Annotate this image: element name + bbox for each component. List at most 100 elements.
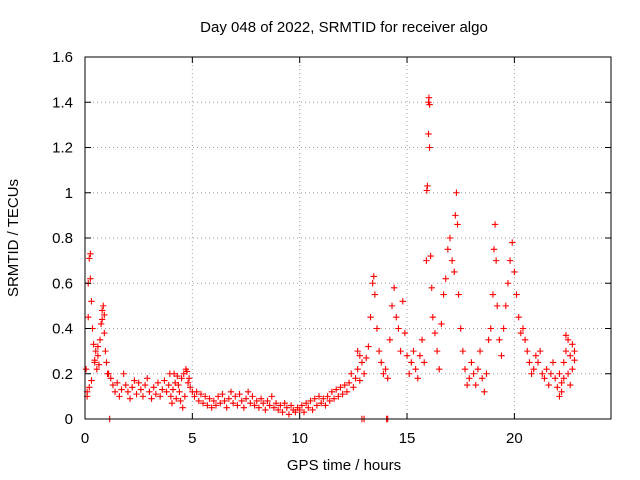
data-point (298, 402, 306, 409)
data-point (452, 212, 459, 219)
data-point (384, 375, 391, 382)
data-point (504, 280, 512, 287)
data-point (425, 94, 433, 101)
data-point (86, 255, 93, 262)
data-point (302, 399, 310, 407)
data-point (457, 325, 464, 332)
data-point (511, 268, 518, 276)
data-point (412, 366, 419, 373)
data-point (459, 347, 467, 355)
data-point (253, 397, 260, 405)
data-point (95, 361, 103, 368)
x-tick-label: 0 (81, 430, 89, 447)
data-point (541, 375, 548, 382)
data-point (426, 144, 433, 151)
data-point (139, 393, 147, 400)
data-point (154, 379, 162, 386)
chart-title: Day 048 of 2022, SRMTID for receiver alg… (200, 19, 488, 36)
data-point (414, 375, 421, 382)
data-point (428, 284, 435, 291)
data-point (373, 325, 381, 332)
data-point (324, 393, 331, 400)
data-point (427, 252, 434, 260)
data-point (494, 302, 501, 310)
data-point (171, 379, 179, 386)
data-point (98, 316, 106, 323)
y-axis-label: SRMTID / TECUs (5, 179, 22, 297)
data-point (424, 182, 431, 190)
data-point (270, 404, 278, 411)
data-point (399, 298, 406, 305)
data-point (259, 399, 267, 407)
data-point (442, 275, 449, 282)
data-point (332, 386, 340, 393)
data-point (454, 221, 461, 228)
data-point (150, 384, 157, 391)
data-point (401, 329, 409, 337)
data-point (94, 352, 102, 359)
data-point (395, 325, 402, 332)
data-point (210, 397, 218, 405)
data-point (309, 406, 316, 414)
data-point (418, 336, 426, 344)
data-point (348, 370, 355, 377)
data-point (543, 366, 550, 373)
data-point (539, 370, 546, 377)
data-point (352, 375, 359, 382)
data-point (275, 406, 282, 414)
data-point (425, 130, 432, 138)
data-point (491, 221, 499, 228)
data-point (375, 347, 383, 355)
y-tick-label: 0.8 (52, 230, 73, 247)
data-point (350, 384, 357, 391)
data-point (285, 411, 293, 418)
data-point (472, 381, 479, 389)
tick-labels: 0 5 10 15 20 0 0.2 0.4 0.6 0.8 1 1.2 1.4 1.6 (52, 49, 523, 447)
data-point (483, 370, 490, 377)
y-tick-label: 0.6 (52, 275, 73, 292)
data-point (167, 393, 175, 400)
data-point (287, 402, 295, 409)
data-point (179, 404, 186, 411)
y-tick-label: 1.4 (52, 94, 73, 111)
data-point (339, 390, 346, 398)
data-point (554, 384, 561, 391)
data-point (534, 359, 542, 366)
data-point (423, 257, 430, 264)
data-point (85, 313, 92, 321)
data-point (173, 395, 180, 402)
data-point (281, 399, 288, 407)
data-point (429, 313, 437, 321)
data-points (82, 94, 578, 423)
data-point (204, 402, 211, 409)
data-point (468, 359, 475, 366)
data-point (177, 397, 184, 405)
data-point (466, 375, 473, 382)
data-point (461, 366, 469, 373)
x-tick-label: 15 (399, 430, 416, 447)
data-point (249, 393, 256, 400)
y-tick-label: 0.2 (52, 366, 73, 383)
data-point (88, 377, 95, 384)
data-point (502, 302, 509, 310)
data-point (571, 356, 578, 364)
x-tick-label: 20 (506, 430, 523, 447)
x-axis-label: GPS time / hours (287, 457, 401, 474)
data-point (279, 409, 286, 416)
data-point (300, 409, 308, 416)
data-point (185, 375, 193, 382)
data-point (244, 388, 252, 396)
data-point (219, 390, 226, 398)
data-point (141, 381, 149, 389)
data-point (446, 234, 454, 242)
data-point (183, 368, 191, 375)
data-point (455, 291, 462, 298)
data-point (433, 347, 441, 355)
data-point (356, 377, 364, 384)
data-point (292, 409, 299, 416)
data-point (470, 370, 477, 377)
data-point (114, 379, 121, 386)
data-point (496, 336, 503, 344)
data-point (159, 386, 166, 393)
data-point (478, 375, 486, 382)
